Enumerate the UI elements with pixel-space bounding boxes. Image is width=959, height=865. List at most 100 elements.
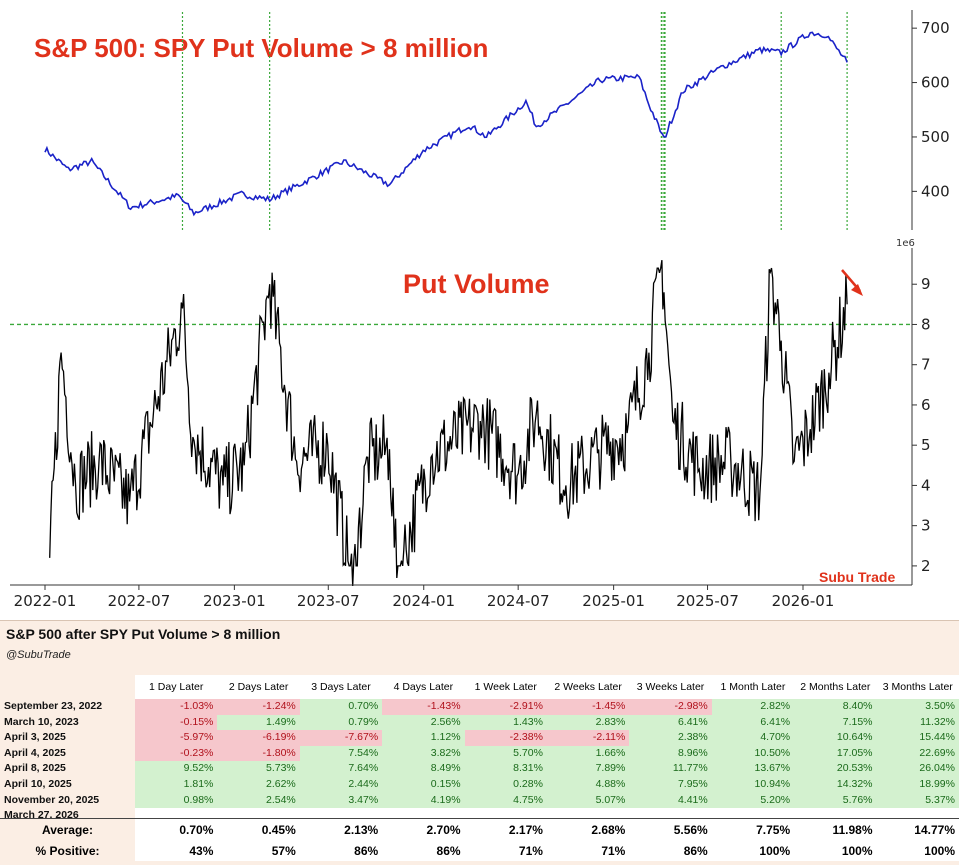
average-cell: 5.56% bbox=[629, 818, 712, 840]
return-cell: 5.76% bbox=[794, 792, 877, 809]
return-cell: 17.05% bbox=[794, 745, 877, 762]
chart-area: S&P 500: SPY Put Volume > 8 million 400 5… bbox=[10, 10, 950, 610]
header-blank bbox=[0, 675, 135, 699]
return-cell: 7.64% bbox=[299, 761, 383, 777]
row-date: September 23, 2022 bbox=[0, 699, 135, 715]
return-cell: 2.44% bbox=[299, 776, 383, 793]
return-cell: -0.23% bbox=[135, 745, 218, 762]
return-cell: 0.28% bbox=[464, 776, 547, 793]
positive-cell: 57% bbox=[217, 840, 300, 861]
return-cell: -2.11% bbox=[546, 730, 630, 746]
x-tick-label: 2024-01 bbox=[392, 592, 455, 610]
return-cell: 4.41% bbox=[629, 792, 712, 809]
return-cell: 10.94% bbox=[711, 776, 795, 793]
volume-chart-title: Put Volume bbox=[403, 269, 550, 299]
x-tick-label: 2024-07 bbox=[487, 592, 550, 610]
return-cell: 2.83% bbox=[546, 714, 630, 731]
price-line bbox=[44, 31, 848, 217]
stats-table: 1 Day Later 2 Days Later 3 Days Later 4 Day… bbox=[0, 675, 959, 824]
table-header-row: 1 Day Later 2 Days Later 3 Days Later 4 Day… bbox=[0, 675, 959, 699]
return-cell: 8.31% bbox=[464, 761, 547, 777]
return-cell: -1.45% bbox=[546, 699, 630, 715]
column-header: 4 Days Later bbox=[382, 675, 465, 699]
price-panel: S&P 500: SPY Put Volume > 8 million 400 5… bbox=[34, 10, 950, 230]
volume-y-tick-label: 8 bbox=[921, 315, 931, 333]
table-row: November 20, 2025 0.98% 2.54% 3.47% 4.19% 4.7… bbox=[0, 792, 959, 809]
signal-markers bbox=[181, 12, 848, 230]
volume-y-tick-label: 7 bbox=[921, 356, 931, 374]
positive-cell: 100% bbox=[876, 840, 959, 861]
positive-cell: 100% bbox=[711, 840, 795, 861]
return-cell: 7.89% bbox=[546, 761, 630, 777]
return-cell: 5.73% bbox=[217, 761, 300, 777]
return-cell: 0.79% bbox=[299, 714, 383, 731]
return-cell: 2.54% bbox=[217, 792, 300, 809]
price-y-tick-label: 500 bbox=[921, 128, 950, 146]
column-header: 2 Weeks Later bbox=[546, 675, 630, 699]
average-cell: 11.98% bbox=[794, 818, 877, 840]
x-tick-label: 2023-01 bbox=[203, 592, 266, 610]
return-cell: 4.88% bbox=[546, 776, 630, 793]
return-cell: 26.04% bbox=[876, 761, 959, 777]
return-cell: 11.32% bbox=[876, 714, 959, 731]
return-cell: 10.50% bbox=[711, 745, 795, 762]
table-row: March 10, 2023 -0.15% 1.49% 0.79% 2.56% 1.43%… bbox=[0, 714, 959, 731]
summary-table: Average: 0.70% 0.45% 2.13% 2.70% 2.17% 2.68% 5.… bbox=[0, 818, 959, 861]
return-cell: -1.80% bbox=[217, 745, 300, 762]
price-chart-title: S&P 500: SPY Put Volume > 8 million bbox=[34, 33, 488, 63]
return-cell: 2.56% bbox=[382, 714, 465, 731]
average-cell: 0.70% bbox=[135, 818, 218, 840]
return-cell: 6.41% bbox=[711, 714, 795, 731]
table-row: September 23, 2022 -1.03% -1.24% 0.70% -1.43… bbox=[0, 699, 959, 715]
return-cell: 8.49% bbox=[382, 761, 465, 777]
row-date: April 4, 2025 bbox=[0, 745, 135, 762]
return-cell: 7.95% bbox=[629, 776, 712, 793]
arrow-head-icon bbox=[851, 284, 863, 296]
return-cell: -2.38% bbox=[464, 730, 547, 746]
return-cell: -1.43% bbox=[382, 699, 465, 715]
average-cell: 2.17% bbox=[464, 818, 547, 840]
row-date: April 3, 2025 bbox=[0, 730, 135, 746]
price-y-tick-label: 600 bbox=[921, 74, 950, 92]
return-cell: 4.19% bbox=[382, 792, 465, 809]
volume-exponent-label: 1e6 bbox=[896, 238, 915, 249]
return-cell: 22.69% bbox=[876, 745, 959, 762]
return-cell: 4.75% bbox=[464, 792, 547, 809]
row-date: April 10, 2025 bbox=[0, 776, 135, 793]
x-tick-label: 2023-07 bbox=[297, 592, 360, 610]
return-cell: 0.15% bbox=[382, 776, 465, 793]
volume-y-tick-label: 6 bbox=[921, 396, 931, 414]
return-cell: 2.82% bbox=[711, 699, 795, 715]
return-cell: 7.54% bbox=[299, 745, 383, 762]
price-y-tick-label: 400 bbox=[921, 182, 950, 200]
return-cell: 6.41% bbox=[629, 714, 712, 731]
return-cell: 11.77% bbox=[629, 761, 712, 777]
average-label: Average: bbox=[0, 818, 135, 840]
positive-cell: 100% bbox=[794, 840, 877, 861]
table-row: April 4, 2025 -0.23% -1.80% 7.54% 3.82% 5.70%… bbox=[0, 745, 959, 762]
volume-y-tick-label: 5 bbox=[921, 436, 931, 454]
x-ticks: 2022-01 2022-07 2023-01 2023-07 2024-01 2024-… bbox=[14, 585, 834, 610]
positive-row: % Positive: 43% 57% 86% 86% 71% 71% 86% 100% 100%… bbox=[0, 840, 959, 861]
return-cell: 2.62% bbox=[217, 776, 300, 793]
return-cell: -5.97% bbox=[135, 730, 218, 746]
average-cell: 2.13% bbox=[299, 818, 383, 840]
return-cell: -7.67% bbox=[299, 730, 383, 746]
return-cell: 13.67% bbox=[711, 761, 795, 777]
average-cell: 2.70% bbox=[382, 818, 465, 840]
return-cell: 0.98% bbox=[135, 792, 218, 809]
return-cell: 1.12% bbox=[382, 730, 465, 746]
return-cell: -0.15% bbox=[135, 714, 218, 731]
return-cell: -1.24% bbox=[217, 699, 300, 715]
return-cell: 7.15% bbox=[794, 714, 877, 731]
table-handle: @SubuTrade bbox=[6, 649, 71, 661]
row-date: April 8, 2025 bbox=[0, 761, 135, 777]
positive-cell: 71% bbox=[464, 840, 547, 861]
return-cell: 5.20% bbox=[711, 792, 795, 809]
return-cell: 5.70% bbox=[464, 745, 547, 762]
average-row: Average: 0.70% 0.45% 2.13% 2.70% 2.17% 2.68% 5.… bbox=[0, 818, 959, 840]
return-cell: 3.50% bbox=[876, 699, 959, 715]
return-cell: 3.82% bbox=[382, 745, 465, 762]
positive-cell: 86% bbox=[629, 840, 712, 861]
